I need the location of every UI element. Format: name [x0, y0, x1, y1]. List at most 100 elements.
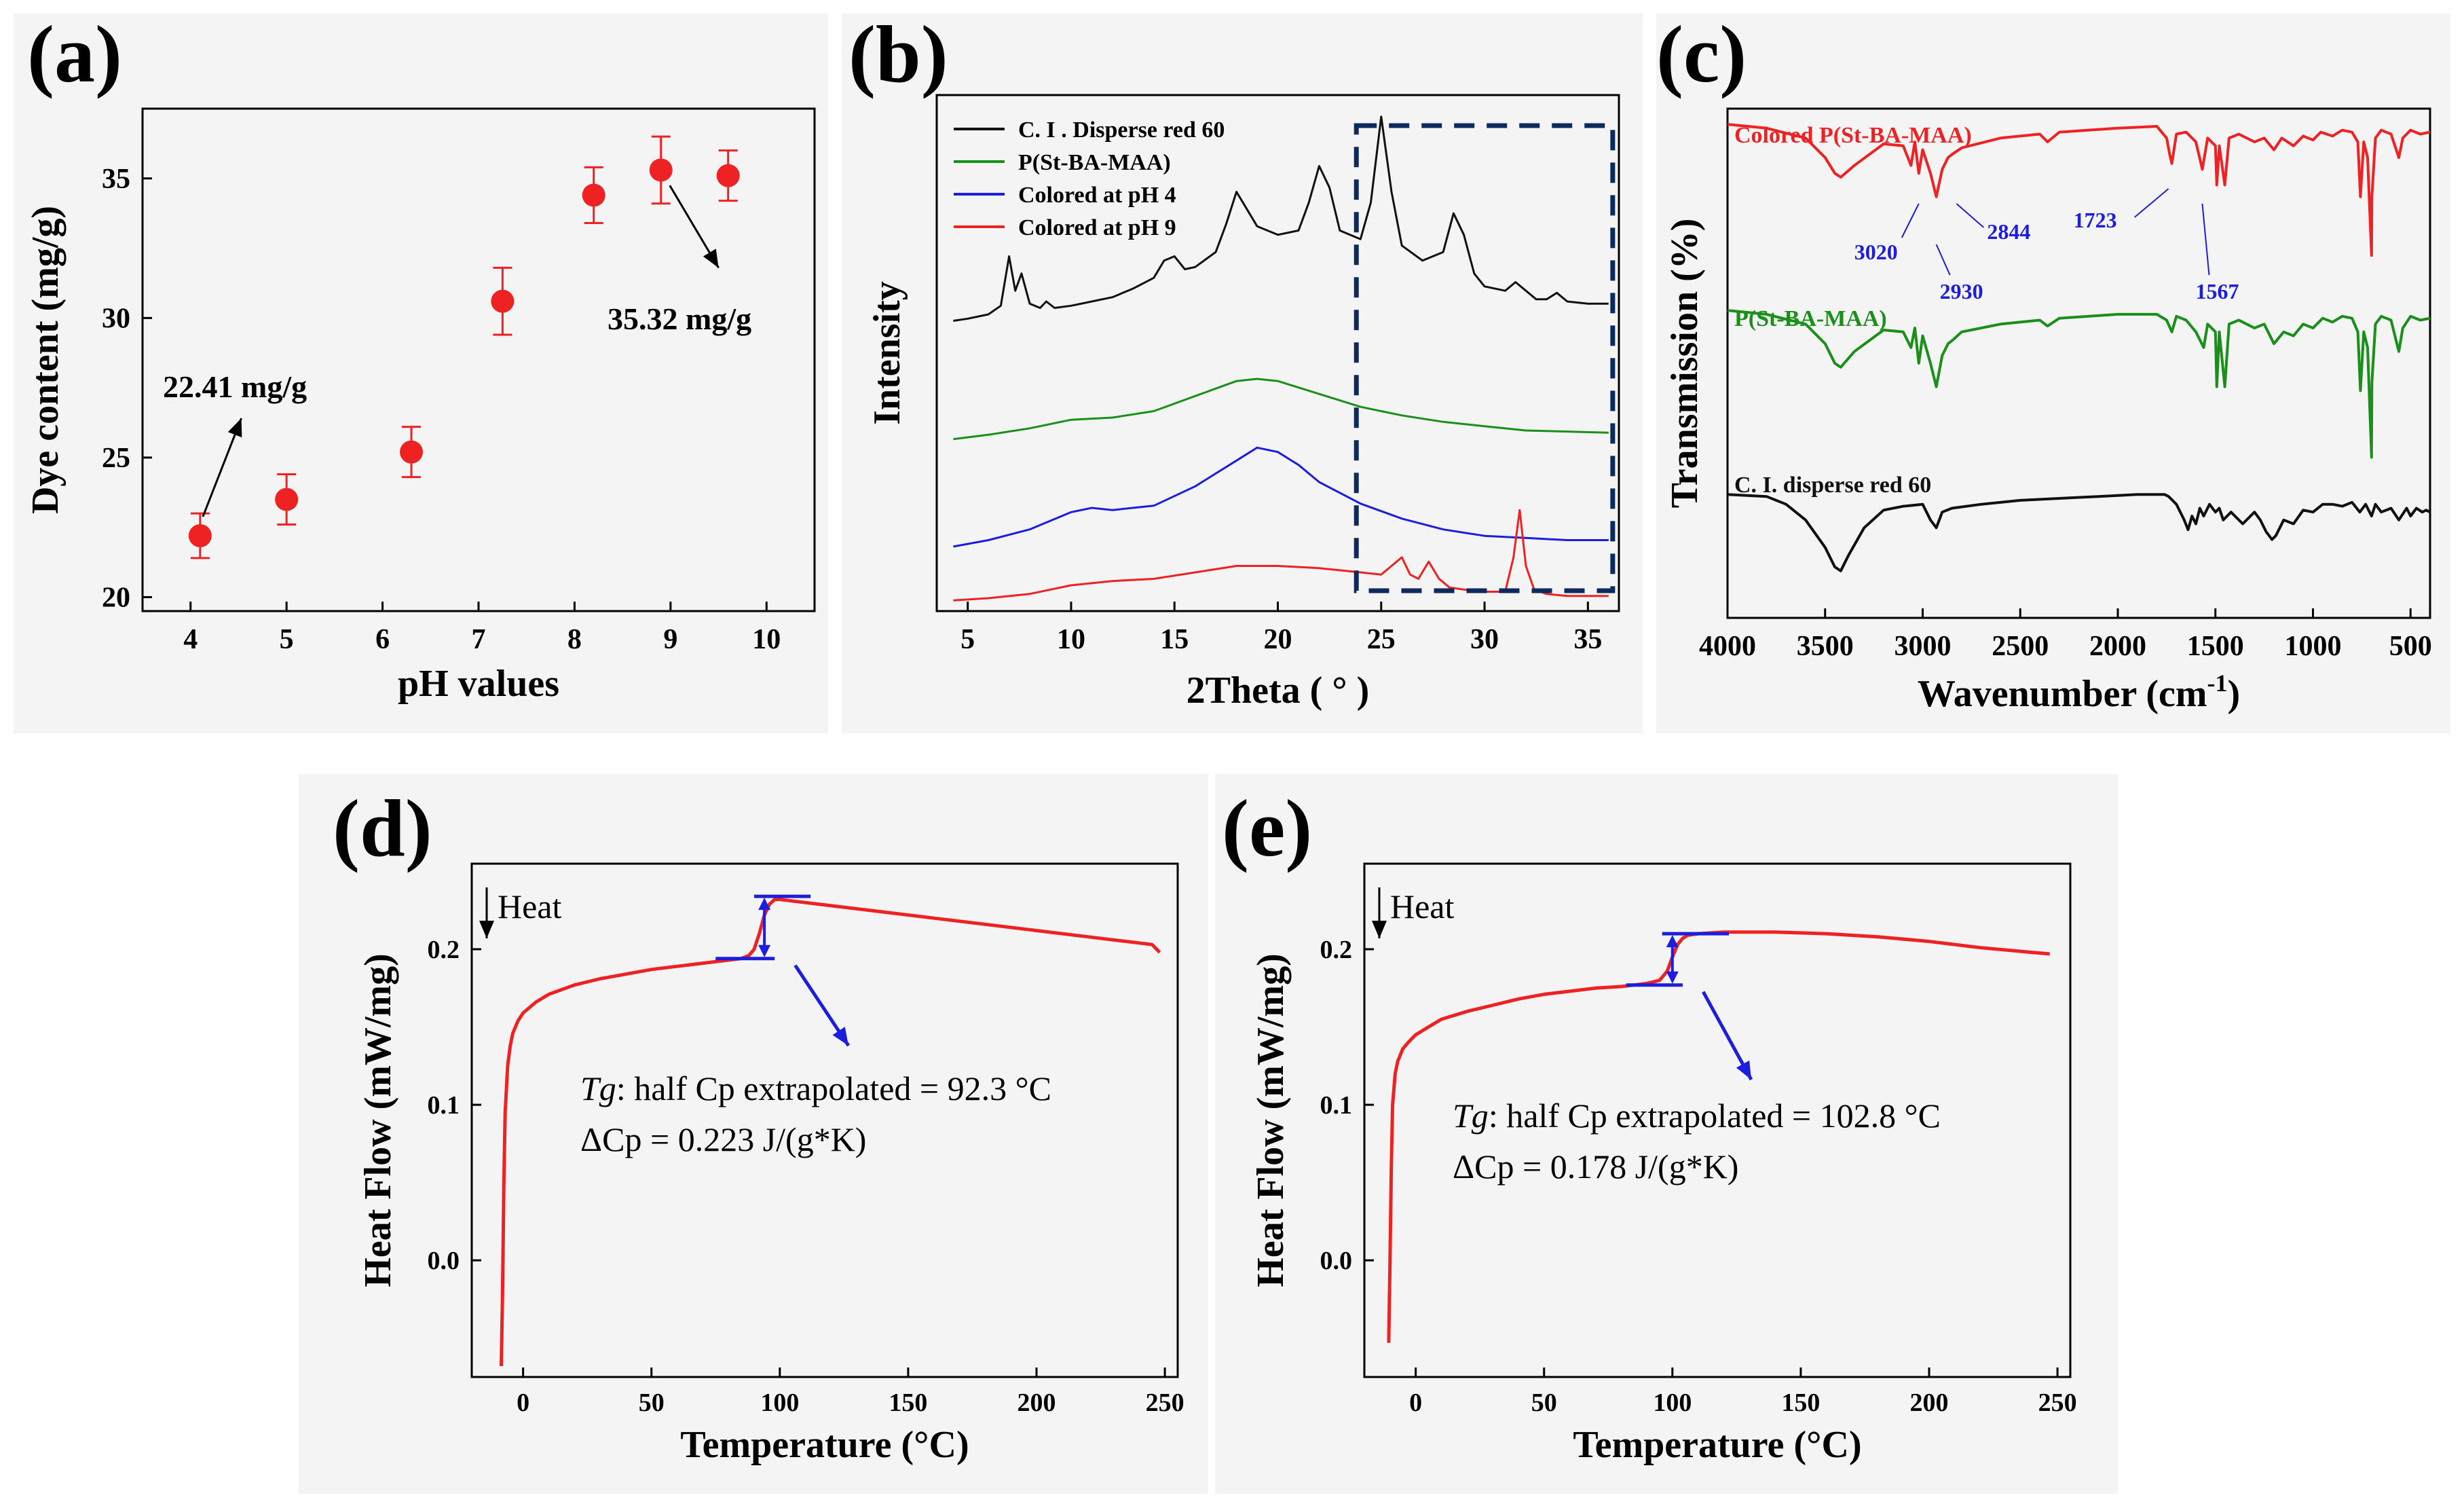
- x-axis-title-superscript: -1: [2207, 669, 2228, 697]
- panel-b: (b) 5 10 15 20 25 30 35 2Theta ( ° ) Intensity C. …: [848, 9, 1620, 712]
- tg-step-head-down: [758, 944, 771, 957]
- x-tick-label: 100: [760, 1389, 799, 1417]
- x-tick-label: 25: [1367, 624, 1396, 655]
- heat-label: Heat: [498, 887, 561, 925]
- tg-value: : half Cp extrapolated = 92.3 °C: [616, 1069, 1051, 1107]
- x-tick-label: 4: [183, 624, 198, 655]
- data-point: [400, 440, 423, 464]
- x-tick-label: 3000: [1894, 631, 1952, 662]
- y-axis-title: Dye content (mg/g): [24, 206, 67, 514]
- data-point: [491, 289, 515, 313]
- peak-leader: [1901, 203, 1920, 238]
- annotation-label-low: 22.41 mg/g: [163, 369, 307, 404]
- panel-e: (e) 0 50 100 150 200 250 0.0 0.1 0.2 Temperature (…: [1222, 783, 2077, 1466]
- annotation-label-high: 35.32 mg/g: [608, 301, 751, 336]
- panel-d-background: [299, 774, 1208, 1494]
- y-tick-label: 0.0: [1320, 1247, 1353, 1275]
- heat-arrow-head: [1372, 921, 1387, 938]
- legend-label: P(St-BA-MAA): [1018, 150, 1171, 175]
- peak-leader: [2201, 203, 2210, 276]
- y-tick-label: 0.2: [1320, 936, 1353, 964]
- heat-arrow-head: [479, 921, 494, 938]
- panel-e-background: [1215, 774, 2118, 1494]
- tg-value: : half Cp extrapolated = 102.8 °C: [1489, 1097, 1941, 1135]
- x-tick-label: 5: [960, 624, 975, 655]
- x-tick-label: 7: [472, 624, 486, 655]
- y-tick-label: 0.1: [428, 1091, 460, 1120]
- series-line: [1727, 309, 2431, 459]
- y-tick-label: 25: [102, 443, 130, 474]
- y-tick-label: 0.1: [1320, 1091, 1353, 1120]
- panel-letter: (e): [1222, 783, 1312, 873]
- x-axis-title: 2Theta ( ° ): [1187, 669, 1370, 712]
- series-line: [953, 378, 1609, 441]
- x-tick-label: 9: [663, 624, 677, 655]
- y-axis-title: Heat Flow (mW/mg): [1250, 953, 1292, 1287]
- x-tick-label: 250: [1146, 1389, 1184, 1417]
- peak-leader: [2133, 188, 2169, 218]
- y-tick-label: 30: [102, 303, 130, 334]
- tg-callout-arrow-head: [1736, 1060, 1751, 1080]
- panel-b-letter: (b): [848, 9, 948, 99]
- panel-c-background: [1656, 14, 2450, 733]
- x-tick-label: 2000: [2089, 631, 2146, 662]
- series-label-dye: C. I. disperse red 60: [1734, 473, 1931, 498]
- legend-label: Colored at pH 4: [1018, 183, 1176, 208]
- x-tick-label: 200: [1018, 1389, 1056, 1417]
- x-tick-label: 20: [1264, 624, 1292, 655]
- annotation-arrow-high-head: [703, 249, 719, 268]
- data-point: [275, 488, 299, 511]
- peak-label: 1567: [2195, 279, 2239, 304]
- highlight-box: [1354, 123, 1616, 593]
- x-tick-label: 150: [889, 1389, 927, 1417]
- tg-step-head-up: [1666, 935, 1679, 948]
- x-tick-label: 150: [1781, 1389, 1820, 1417]
- x-axis-title: Temperature (°C): [1573, 1424, 1861, 1466]
- x-tick-label: 35: [1573, 624, 1602, 655]
- tg-text: Tg: half Cp extrapolated = 102.8 °C: [1453, 1097, 1941, 1135]
- legend-label: C. I . Disperse red 60: [1018, 117, 1225, 143]
- x-tick-label: 15: [1160, 624, 1189, 655]
- x-tick-label: 100: [1653, 1389, 1692, 1417]
- dsc-curve: [1387, 930, 2050, 1343]
- series-line: [953, 509, 1609, 602]
- y-tick-label: 35: [102, 164, 130, 195]
- x-tick-label: 6: [375, 624, 390, 655]
- x-tick-label: 200: [1910, 1389, 1949, 1417]
- x-tick-label: 30: [1470, 624, 1499, 655]
- annotation-arrow-low-head: [227, 418, 242, 438]
- legend-label: Colored at pH 9: [1018, 215, 1176, 240]
- panel-a-background: [14, 14, 828, 733]
- panel-a-letter: (a): [27, 9, 122, 99]
- peak-label: 2930: [1940, 279, 1983, 304]
- tg-step-head-down: [1666, 971, 1679, 984]
- x-tick-label: 250: [2038, 1389, 2077, 1417]
- x-tick-label: 1500: [2187, 631, 2244, 662]
- panel-b-background: [842, 14, 1643, 733]
- y-tick-label: 20: [102, 582, 130, 613]
- x-tick-label: 500: [2389, 631, 2432, 662]
- data-point: [582, 183, 605, 207]
- panel-a: (a) 4 5 6 7 8 9 10 20 25 30 35 pH values Dye content …: [24, 9, 816, 705]
- x-tick-label: 4000: [1699, 631, 1756, 662]
- panel-frame: [1363, 862, 2072, 1378]
- panel-frame: [470, 862, 1179, 1378]
- y-tick-label: 0.0: [428, 1247, 460, 1275]
- dcp-text: ΔCp = 0.223 J/(g*K): [580, 1120, 866, 1158]
- series-line: [953, 115, 1609, 322]
- series-line: [1727, 493, 2431, 572]
- x-axis-title-end: ): [2228, 673, 2241, 715]
- panel-c-letter: (c): [1656, 9, 1747, 99]
- data-point: [649, 158, 673, 182]
- x-tick-label: 10: [752, 624, 781, 655]
- x-axis-title: Wavenumber (cm-1): [1918, 669, 2240, 715]
- peak-leader: [1935, 244, 1951, 276]
- x-axis-title-main: Wavenumber (cm: [1918, 673, 2207, 715]
- data-point: [716, 164, 740, 187]
- heat-label: Heat: [1390, 887, 1454, 925]
- x-tick-label: 2500: [1992, 631, 2049, 662]
- x-tick-label: 3500: [1797, 631, 1854, 662]
- peak-label: 2844: [1987, 219, 2030, 244]
- x-axis-title: Temperature (°C): [680, 1424, 969, 1466]
